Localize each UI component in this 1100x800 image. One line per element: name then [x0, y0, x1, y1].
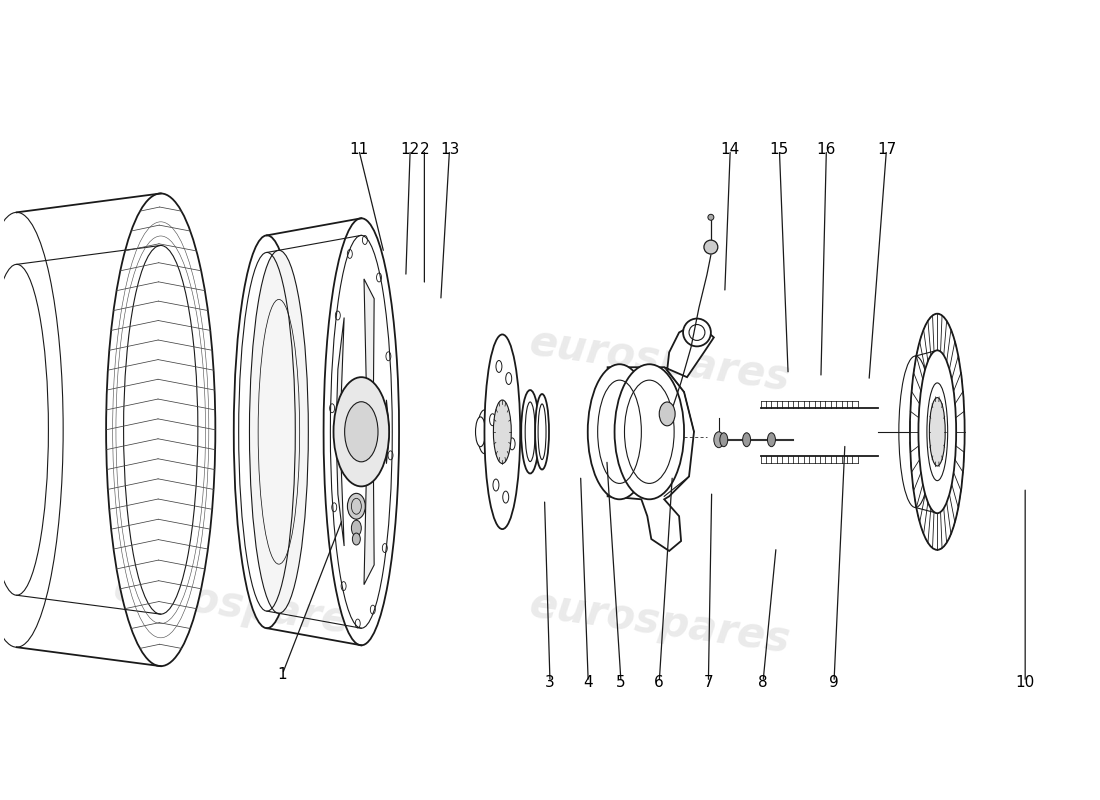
- Ellipse shape: [348, 494, 365, 519]
- Text: 5: 5: [616, 674, 626, 690]
- Ellipse shape: [494, 400, 512, 463]
- Circle shape: [704, 240, 718, 254]
- Text: 6: 6: [654, 674, 664, 690]
- Ellipse shape: [344, 402, 378, 462]
- Text: 7: 7: [704, 674, 713, 690]
- Text: 10: 10: [1015, 674, 1035, 690]
- Text: 17: 17: [877, 142, 896, 158]
- Ellipse shape: [719, 433, 728, 446]
- Text: 3: 3: [546, 674, 554, 690]
- Polygon shape: [386, 400, 389, 464]
- Ellipse shape: [351, 520, 361, 536]
- Ellipse shape: [742, 433, 750, 446]
- Ellipse shape: [333, 377, 389, 486]
- Ellipse shape: [484, 334, 520, 529]
- Ellipse shape: [768, 433, 776, 446]
- Text: 16: 16: [816, 142, 836, 158]
- Text: 1: 1: [277, 666, 287, 682]
- Polygon shape: [337, 318, 344, 406]
- Ellipse shape: [714, 432, 724, 448]
- Polygon shape: [364, 279, 374, 382]
- Polygon shape: [607, 322, 714, 551]
- Ellipse shape: [0, 264, 48, 595]
- Text: 14: 14: [720, 142, 740, 158]
- Text: eurospares: eurospares: [111, 567, 377, 646]
- Ellipse shape: [918, 350, 956, 514]
- Polygon shape: [337, 458, 344, 546]
- Ellipse shape: [899, 356, 932, 507]
- Text: 12: 12: [400, 142, 420, 158]
- Text: 15: 15: [770, 142, 789, 158]
- Ellipse shape: [930, 398, 945, 466]
- Ellipse shape: [250, 250, 308, 614]
- Polygon shape: [364, 481, 374, 585]
- Ellipse shape: [475, 417, 485, 446]
- Text: 4: 4: [583, 674, 593, 690]
- Ellipse shape: [659, 402, 675, 426]
- Ellipse shape: [587, 364, 651, 499]
- Ellipse shape: [0, 212, 63, 647]
- Text: 8: 8: [758, 674, 768, 690]
- Ellipse shape: [352, 533, 361, 545]
- Text: 2: 2: [419, 142, 429, 158]
- Circle shape: [683, 318, 711, 346]
- Text: eurospares: eurospares: [526, 583, 792, 662]
- Text: eurospares: eurospares: [526, 321, 792, 399]
- Ellipse shape: [615, 364, 684, 499]
- Ellipse shape: [535, 394, 549, 470]
- Text: 11: 11: [349, 142, 368, 158]
- Text: 9: 9: [829, 674, 839, 690]
- Circle shape: [708, 214, 714, 220]
- Ellipse shape: [477, 410, 492, 454]
- Ellipse shape: [521, 390, 539, 474]
- Ellipse shape: [927, 383, 948, 481]
- Text: 13: 13: [440, 142, 459, 158]
- Ellipse shape: [234, 235, 300, 628]
- Ellipse shape: [106, 194, 216, 666]
- Ellipse shape: [323, 218, 399, 646]
